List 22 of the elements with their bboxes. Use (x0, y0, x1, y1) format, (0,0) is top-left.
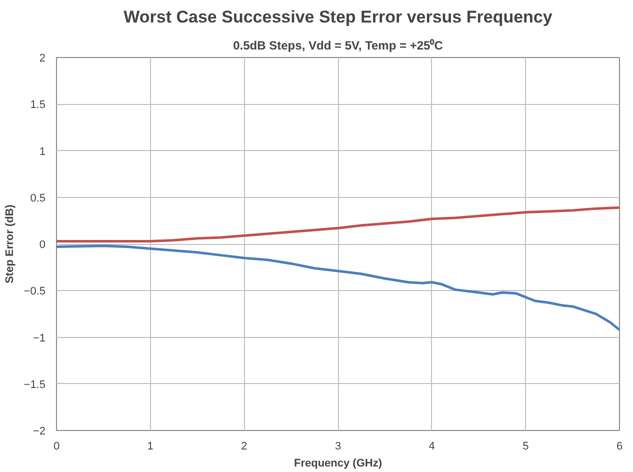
x-axis-title: Frequency (GHz) (294, 458, 382, 470)
y-tick-label: −2 (32, 426, 46, 438)
x-tick-label: 5 (522, 440, 529, 452)
x-tick-label: 3 (334, 440, 342, 452)
x-tick-label: 4 (428, 440, 435, 452)
chart-subtitle: 0.5dB Steps, Vdd = 5V, Temp = +25⁰C (233, 38, 444, 52)
y-tick-label: −0.5 (24, 286, 46, 298)
x-tick-label: 2 (241, 440, 248, 452)
y-tick-label: −1 (32, 332, 46, 344)
x-tick-label: 6 (616, 440, 623, 452)
y-tick-label: 0 (39, 239, 46, 251)
line-series (56, 244, 620, 332)
x-tick-label: 1 (147, 440, 154, 452)
y-tick-label: −1.5 (24, 378, 46, 391)
y-tick-label: 1.5 (30, 99, 46, 112)
chart-title: Worst Case Successive Step Error versus Frequency (124, 8, 553, 26)
y-tick-label: 0.5 (30, 192, 46, 204)
y-tick-label: 2 (39, 52, 46, 64)
x-tick-label: 0 (53, 440, 60, 452)
line-series (56, 206, 620, 242)
y-axis-title: Step Error (dB) (4, 204, 16, 284)
y-tick-label: 1 (39, 146, 46, 158)
